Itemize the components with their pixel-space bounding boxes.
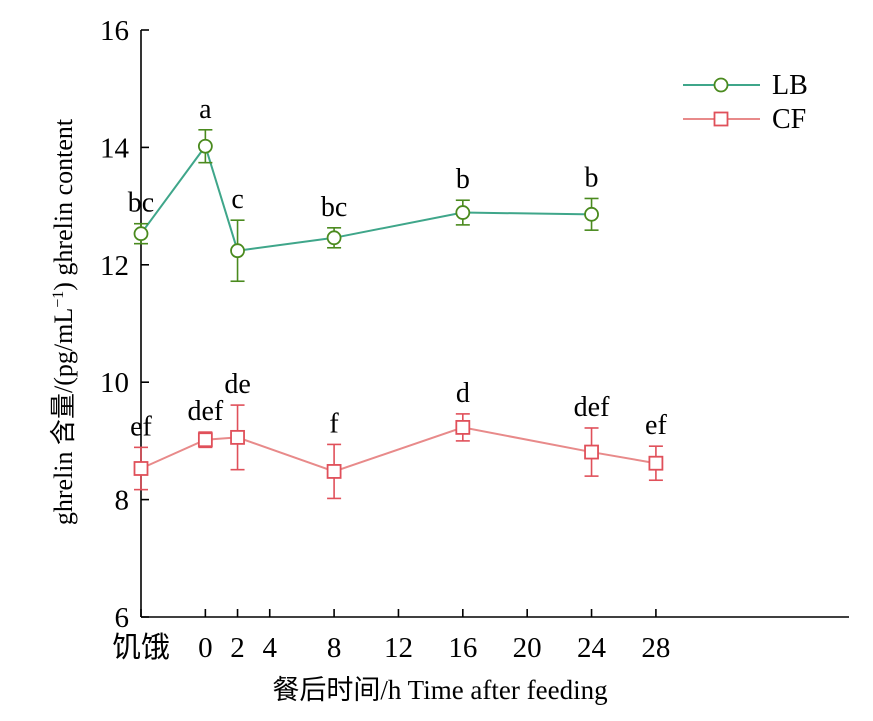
x-tick-label: 4 xyxy=(262,632,277,664)
y-axis-label-prefix: ghrelin 含量/(pg/mL xyxy=(49,308,78,525)
data-point-square xyxy=(133,461,149,476)
data-point-square xyxy=(584,444,599,460)
significance-label: def xyxy=(187,396,223,427)
data-point-circle xyxy=(584,206,599,222)
y-tick-label: 14 xyxy=(100,132,130,164)
data-point-square xyxy=(648,455,664,471)
data-point-square xyxy=(197,432,213,448)
legend-label: LB xyxy=(772,70,808,101)
data-point-circle xyxy=(455,205,471,220)
significance-label: f xyxy=(329,408,339,439)
y-axis-ticks: 6 8 10 12 14 16 xyxy=(100,15,149,634)
significance-label: b xyxy=(585,162,599,193)
data-point-square xyxy=(230,429,245,445)
y-tick-label: 6 xyxy=(115,602,130,634)
data-point-circle xyxy=(133,226,149,242)
x-tick-label: 16 xyxy=(448,632,477,664)
x-tick-label: 12 xyxy=(384,632,413,664)
x-tick-label: 28 xyxy=(641,632,670,664)
y-tick-label: 10 xyxy=(100,367,129,399)
y-tick-label: 16 xyxy=(100,15,129,47)
y-tick-label: 8 xyxy=(115,485,130,517)
significance-label: d xyxy=(456,378,470,409)
y-axis-label: ghrelin 含量/(pg/mL−1) ghrelin content xyxy=(49,118,78,525)
data-point-circle xyxy=(230,243,245,259)
axes xyxy=(140,30,849,618)
significance-label: c xyxy=(231,184,243,215)
x-axis-ticks: 饥饿 0 2 4 8 12 16 20 24 28 xyxy=(112,609,670,664)
x-tick-label: 8 xyxy=(327,632,342,664)
x-tick-label: 24 xyxy=(577,632,607,664)
legend-item-lb: LB xyxy=(683,70,808,101)
legend-label: CF xyxy=(772,104,806,135)
y-tick-label: 12 xyxy=(100,250,129,282)
data-point-circle xyxy=(326,230,342,246)
x-axis-label: 餐后时间/h Time after feeding xyxy=(272,675,607,705)
series-line xyxy=(140,426,657,473)
significance-label: def xyxy=(574,392,610,423)
series-lb: bc a c bc b b xyxy=(128,94,599,283)
significance-label: a xyxy=(199,94,212,125)
significance-label: ef xyxy=(645,410,667,441)
significance-label: b xyxy=(456,164,470,195)
y-axis-label-suffix: ) ghrelin content xyxy=(49,118,78,291)
legend-marker-square xyxy=(713,111,729,127)
significance-label: bc xyxy=(321,192,347,223)
x-tick-label: 20 xyxy=(513,632,542,664)
data-point-circle xyxy=(197,138,213,154)
legend-item-cf: CF xyxy=(683,104,806,135)
data-point-square xyxy=(455,419,471,435)
legend-marker-circle xyxy=(713,77,729,93)
y-axis-label-exponent: −1 xyxy=(50,291,67,308)
significance-label: de xyxy=(224,369,250,400)
significance-label: bc xyxy=(128,188,154,219)
x-tick-label: 2 xyxy=(230,632,245,664)
data-point-square xyxy=(326,464,342,479)
significance-label: ef xyxy=(130,411,152,442)
x-tick-label: 饥饿 xyxy=(112,631,170,664)
x-tick-label: 0 xyxy=(198,632,213,664)
series-line xyxy=(140,144,592,252)
